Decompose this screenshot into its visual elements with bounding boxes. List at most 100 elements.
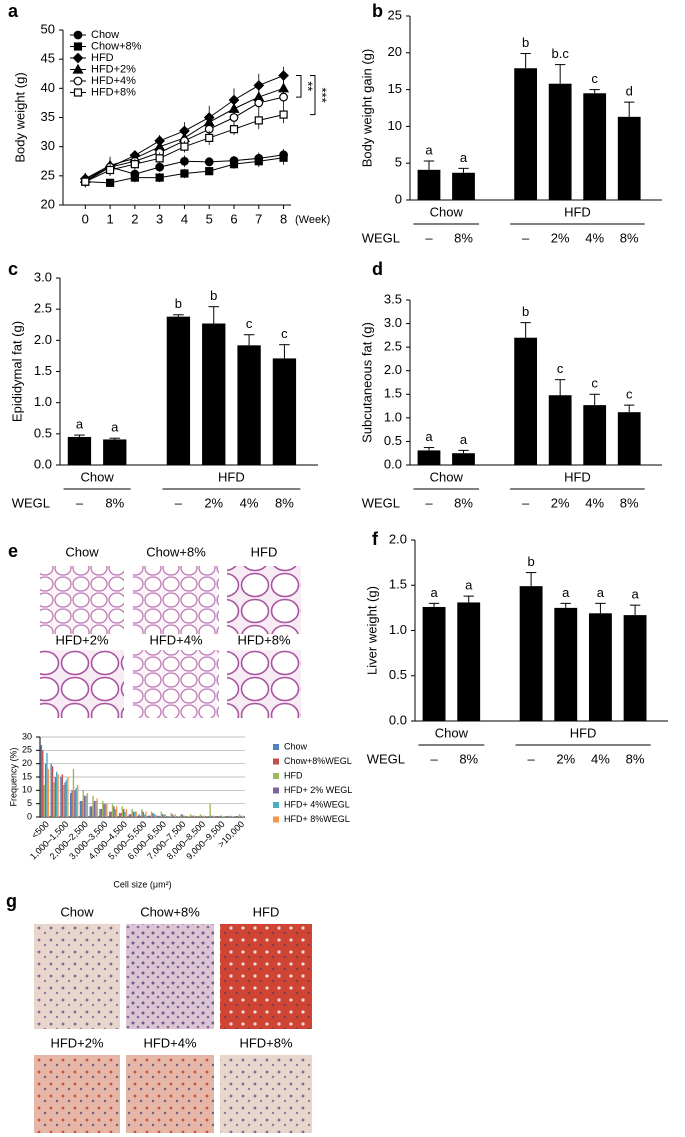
bar bbox=[182, 815, 185, 817]
histology-image bbox=[34, 924, 120, 1029]
y-tick-label: 0 bbox=[27, 811, 32, 821]
group-label: Chow bbox=[430, 469, 464, 484]
y-tick-label: 1.0 bbox=[34, 394, 52, 409]
bar bbox=[201, 815, 203, 817]
bar bbox=[82, 790, 84, 817]
bar bbox=[514, 68, 538, 200]
bar-annotation: a bbox=[562, 585, 570, 600]
bar-annotation: b bbox=[527, 554, 534, 569]
marker bbox=[155, 162, 165, 172]
marker bbox=[180, 142, 189, 151]
bar bbox=[93, 801, 96, 817]
histology-image bbox=[227, 650, 301, 718]
y-tick-label: 0 bbox=[395, 191, 402, 206]
bar bbox=[554, 607, 578, 721]
bar bbox=[623, 615, 647, 721]
bar bbox=[118, 813, 121, 817]
marker bbox=[72, 63, 84, 74]
x-tick-label: 1 bbox=[106, 211, 113, 226]
marker bbox=[130, 173, 139, 182]
x-tick-label: 8% bbox=[620, 230, 639, 245]
bar bbox=[72, 769, 75, 817]
x-tick-label: – bbox=[430, 751, 438, 766]
legend-label: HFD bbox=[284, 770, 303, 780]
bar bbox=[122, 809, 125, 817]
y-tick-label: 5 bbox=[27, 798, 32, 808]
histology-image bbox=[227, 566, 301, 634]
category-axis-label: WEGL bbox=[362, 495, 400, 510]
bar bbox=[417, 450, 441, 465]
bar bbox=[50, 763, 52, 817]
x-tick-label: 4% bbox=[240, 495, 259, 510]
x-tick-label: 8% bbox=[459, 751, 478, 766]
bar bbox=[67, 777, 69, 817]
bar bbox=[191, 815, 193, 817]
x-tick-label: – bbox=[522, 230, 530, 245]
bar-annotation: a bbox=[465, 578, 473, 593]
bracket bbox=[296, 75, 302, 98]
category-axis-label: WEGL bbox=[367, 751, 405, 766]
y-tick-label: 25 bbox=[388, 7, 402, 22]
legend-label: HFD+4% bbox=[91, 75, 136, 87]
histology-image bbox=[133, 566, 219, 634]
panel-letter: e bbox=[8, 541, 18, 561]
image-label: HFD+8% bbox=[237, 632, 291, 647]
x-tick-label: – bbox=[76, 495, 84, 510]
group-label: Chow bbox=[80, 469, 114, 484]
bar bbox=[43, 785, 45, 817]
y-tick-label: 1.0 bbox=[384, 409, 402, 424]
bar-annotation: b bbox=[210, 288, 217, 303]
marker bbox=[73, 88, 83, 97]
image-label: HFD+2% bbox=[55, 632, 109, 647]
y-tick-label: 1.0 bbox=[389, 622, 407, 637]
y-axis-label: Epididymal fat (g) bbox=[9, 321, 24, 422]
y-tick-label: 15 bbox=[22, 771, 32, 781]
bar bbox=[135, 811, 137, 817]
bar bbox=[173, 815, 175, 817]
bar bbox=[417, 169, 441, 200]
bar bbox=[272, 358, 297, 465]
bar bbox=[169, 816, 171, 817]
bar bbox=[199, 814, 202, 817]
bar bbox=[210, 815, 213, 817]
bar bbox=[60, 777, 62, 817]
y-axis-label: Frequency (%) bbox=[8, 747, 18, 806]
x-tick-label: 6 bbox=[230, 211, 237, 226]
legend-swatch bbox=[273, 773, 279, 779]
histology-image bbox=[126, 924, 214, 1029]
y-tick-label: 10 bbox=[22, 785, 32, 795]
bar bbox=[162, 814, 164, 817]
panel-letter: f bbox=[372, 529, 379, 549]
bar bbox=[241, 816, 243, 817]
bar bbox=[76, 785, 79, 817]
group-label: HFD bbox=[564, 204, 591, 219]
bar bbox=[67, 436, 92, 465]
group-label: HFD bbox=[218, 469, 245, 484]
marker bbox=[204, 157, 214, 167]
marker bbox=[130, 160, 139, 169]
bar bbox=[115, 806, 118, 817]
bar bbox=[457, 602, 481, 721]
legend-swatch bbox=[273, 802, 279, 808]
bar bbox=[166, 316, 191, 465]
significance: *** bbox=[315, 87, 330, 102]
x-tick-label: 5 bbox=[206, 211, 213, 226]
bar-annotation: c bbox=[281, 326, 288, 341]
y-tick-label: 3.0 bbox=[34, 269, 52, 284]
bar bbox=[121, 806, 123, 817]
x-tick-label: 4% bbox=[585, 230, 604, 245]
bar bbox=[125, 809, 128, 817]
bar bbox=[109, 811, 111, 817]
x-tick-label: – bbox=[425, 495, 433, 510]
marker bbox=[278, 70, 289, 81]
bar bbox=[104, 803, 107, 817]
image-label: HFD+4% bbox=[149, 632, 203, 647]
y-tick-label: 20 bbox=[22, 758, 32, 768]
y-tick-label: 35 bbox=[41, 109, 55, 124]
bar bbox=[170, 813, 172, 817]
y-tick-label: 2.5 bbox=[34, 301, 52, 316]
histology-panel bbox=[34, 924, 312, 1133]
marker bbox=[229, 113, 239, 122]
x-axis-label: Cell size (μm²) bbox=[113, 879, 171, 889]
bar bbox=[160, 811, 163, 817]
